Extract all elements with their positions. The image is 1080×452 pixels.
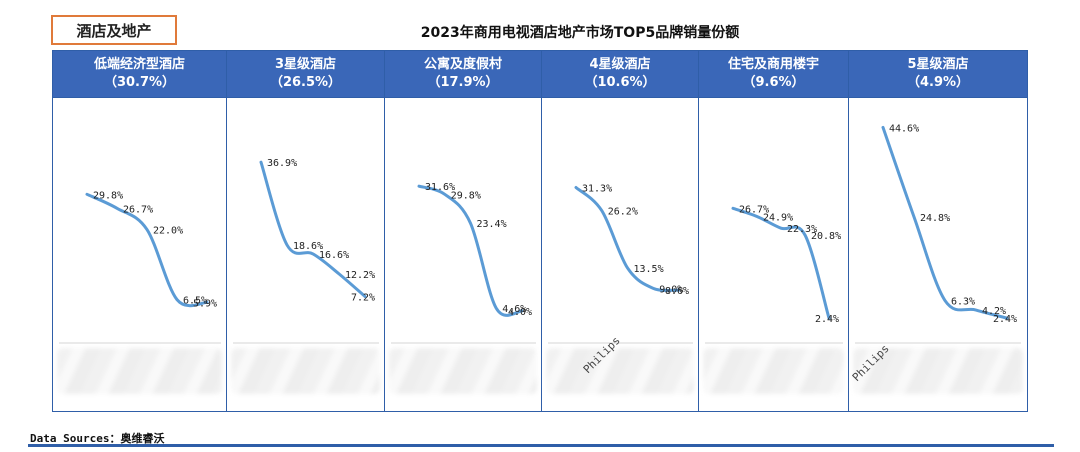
data-label: 4.2% <box>982 306 1006 317</box>
data-label: 29.8% <box>451 190 481 201</box>
brand-logos-blurred <box>389 348 537 394</box>
segment-share: （26.5%） <box>269 75 342 90</box>
line-plot: 29.8%26.7%22.0% 6.5%5.9% <box>59 190 221 344</box>
brand-logos-blurred <box>231 348 380 394</box>
panel-header: 3星级酒店 （26.5%） <box>227 51 384 98</box>
series-line <box>417 184 524 317</box>
data-label: 31.3% <box>582 184 612 195</box>
data-label: 2.4% <box>815 314 839 325</box>
data-label: 31.6% <box>425 182 455 193</box>
panel-header: 4星级酒店 （10.6%） <box>542 51 698 98</box>
panel-4: 4星级酒店 （10.6%） 31.3% 26.2% 13.5% 9.0% 8.6% Phili… <box>542 51 699 411</box>
series-line <box>574 186 681 292</box>
data-label: 24.8% <box>920 213 950 224</box>
data-label: 4.6% <box>502 304 526 315</box>
panel-header: 低端经济型酒店 （30.7%） <box>53 51 226 98</box>
panel-6: 5星级酒店 （4.9%） 44.6% 24.8% 6.3% 4.2% 2.4% Philips <box>849 51 1027 411</box>
section-tag: 酒店及地产 <box>51 15 177 45</box>
line-plot: 44.6% 24.8% 6.3% 4.2%2.4% <box>855 123 1021 344</box>
data-label: 26.2% <box>608 207 638 218</box>
segment-share: （17.9%） <box>427 75 499 90</box>
panel-2: 3星级酒店 （26.5%） 36.9% 18.6% 16.6% 12.2% 7.2% <box>227 51 385 411</box>
data-label: 9.0% <box>659 284 683 295</box>
panel-1: 低端经济型酒店 （30.7%） 29.8% 26.7% 22.0% 6.5% 5.9% <box>53 51 227 411</box>
segment-label: 公寓及度假村 <box>423 57 502 72</box>
chart-title: 2023年商用电视酒店地产市场TOP5品牌销量份额 <box>420 25 740 41</box>
data-label: 6.3% <box>951 297 975 308</box>
segment-share: （10.6%） <box>584 75 656 90</box>
segment-share: （4.9%） <box>906 75 970 90</box>
data-label: 29.8% <box>93 190 123 201</box>
brand-logos-blurred <box>703 348 844 394</box>
data-label: 24.9% <box>763 212 793 223</box>
panel-5: 住宅及商用楼宇 （9.6%） 26.7% 24.9% 22.3% 20.8% 2.4% <box>699 51 849 411</box>
line-plot: 31.3% 26.2% 13.5% 9.0%8.6% <box>548 184 693 344</box>
data-label: 22.0% <box>153 226 183 237</box>
line-plot: 36.9% 18.6%16.6% 12.2% 7.2% <box>233 158 379 344</box>
data-label: 2.4% <box>993 314 1017 325</box>
panel-header: 5星级酒店 （4.9%） <box>849 51 1027 98</box>
panel-header: 公寓及度假村 （17.9%） <box>385 51 541 98</box>
brand-logos-blurred <box>57 348 222 394</box>
data-label: 23.4% <box>477 219 507 230</box>
data-label: 6.5% <box>183 296 207 307</box>
chart-panels: 低端经济型酒店 （30.7%） 29.8% 26.7% 22.0% 6.5% 5.9% 3星级… <box>52 50 1028 412</box>
data-label: 26.7% <box>739 204 769 215</box>
data-label: 13.5% <box>634 264 664 275</box>
brand-logos-blurred <box>546 348 694 394</box>
segment-label: 住宅及商用楼宇 <box>727 57 819 72</box>
data-label: 16.6% <box>319 250 349 261</box>
segment-label: 4星级酒店 <box>589 57 651 72</box>
data-label: 7.2% <box>351 292 375 303</box>
panel-3: 公寓及度假村 （17.9%） 31.6% 29.8% 23.4% 4.6% 4.0% <box>385 51 542 411</box>
series-line <box>881 125 1009 320</box>
data-label: 5.9% <box>193 298 217 309</box>
data-label: 26.7% <box>123 204 153 215</box>
data-label: 18.6% <box>293 241 323 252</box>
line-plot: 31.6%29.8% 23.4% 4.6%4.0% <box>391 182 536 344</box>
segment-label: 3星级酒店 <box>274 57 337 72</box>
bottom-rule <box>28 444 1054 447</box>
data-source: Data Sources：奥维睿沃 <box>30 432 165 445</box>
data-label: 8.6% <box>665 286 689 297</box>
line-plot: 26.7%24.9%22.3%20.8% 2.4% <box>705 204 843 344</box>
segment-label: 5星级酒店 <box>907 57 969 72</box>
segment-share: （9.6%） <box>742 75 805 90</box>
data-label: 36.9% <box>267 158 297 169</box>
data-label: 44.6% <box>889 123 919 134</box>
brand-logos-blurred <box>853 348 1023 394</box>
data-label: 12.2% <box>345 270 375 281</box>
segment-share: （30.7%） <box>103 75 176 90</box>
segment-label: 低端经济型酒店 <box>93 57 185 72</box>
data-label: 20.8% <box>811 231 841 242</box>
panel-header: 住宅及商用楼宇 （9.6%） <box>699 51 848 98</box>
data-label: 4.0% <box>508 307 532 318</box>
data-label: 22.3% <box>787 224 817 235</box>
